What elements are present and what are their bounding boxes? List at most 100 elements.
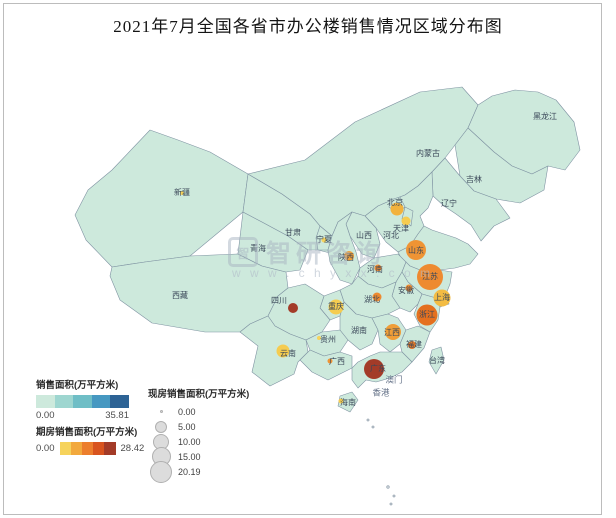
province-label-chongqing: 重庆 bbox=[328, 301, 344, 311]
province-label-jilin: 吉林 bbox=[466, 174, 482, 184]
province-label-jiangxi: 江西 bbox=[384, 328, 400, 337]
province-label-guangxi: 广西 bbox=[329, 356, 345, 366]
province-label-neimenggu: 内蒙古 bbox=[416, 148, 440, 158]
legend-sales-area-max: 35.81 bbox=[105, 410, 129, 421]
bubble-guangxi bbox=[327, 358, 333, 364]
bubble-guizhou bbox=[317, 336, 321, 340]
province-label-qinghai: 青海 bbox=[250, 243, 266, 253]
area-bar-seg-1 bbox=[54, 395, 74, 408]
province-shape-xinjiang bbox=[74, 129, 249, 268]
legend-existing-rows: 0.00 5.00 10.00 15.00 20.19 bbox=[148, 404, 249, 483]
province-label-jiangsu: 江苏 bbox=[422, 271, 438, 281]
legend-presale-title: 期房销售面积(万平方米) bbox=[36, 427, 138, 438]
province-label-shanxi: 山西 bbox=[356, 230, 372, 240]
bubble-henan bbox=[374, 264, 382, 272]
bubble-ningxia bbox=[321, 237, 327, 243]
bubble-hubei bbox=[372, 292, 382, 302]
legend-presale-max: 28.42 bbox=[120, 443, 145, 454]
bubble-guangdong bbox=[364, 359, 384, 379]
legend-existing-value: 20.19 bbox=[178, 466, 201, 477]
province-label-guangdong: 广东 bbox=[370, 363, 386, 373]
province-shape-hainan bbox=[337, 391, 359, 413]
province-label-xinjiang: 新疆 bbox=[174, 187, 190, 197]
province-label-sichuan: 四川 bbox=[271, 296, 287, 305]
legend-sales-area-min: 0.00 bbox=[36, 410, 55, 421]
bubble-layer bbox=[180, 191, 451, 404]
legend-sales-area: 销售面积(万平方米) 0.00 35.81 bbox=[36, 377, 129, 421]
legend-existing-value: 0.00 bbox=[178, 406, 196, 417]
legend-existing-title: 现房销售面积(万平方米) bbox=[148, 389, 250, 400]
province-shape-guangxi bbox=[299, 349, 353, 381]
legend-sales-area-gradient-bar bbox=[36, 395, 129, 408]
legend-existing-value: 5.00 bbox=[178, 421, 196, 432]
bubble-yunnan bbox=[276, 344, 290, 358]
province-shape-yunnan bbox=[239, 315, 309, 387]
bubble-fujian bbox=[408, 341, 416, 349]
province-label-xianggang: 香港 bbox=[372, 387, 390, 397]
province-shape-shanxi bbox=[345, 211, 381, 259]
province-label-hebei: 河北 bbox=[383, 230, 399, 240]
area-bar-seg-3 bbox=[91, 395, 111, 408]
province-label-zhejiang: 浙江 bbox=[419, 309, 435, 319]
province-label-beijing: 北京 bbox=[387, 197, 403, 207]
presale-bar-seg-4 bbox=[104, 442, 116, 455]
bubble-zhejiang bbox=[416, 304, 438, 326]
bubble-tianjin bbox=[401, 216, 411, 226]
legend-existing-value: 10.00 bbox=[178, 436, 201, 447]
legend-existing-row: 0.00 bbox=[148, 404, 249, 419]
legend-existing-value: 15.00 bbox=[178, 451, 201, 462]
province-label-henan: 河南 bbox=[367, 264, 383, 274]
province-label-gansu: 甘肃 bbox=[285, 227, 301, 237]
presale-bar-seg-3 bbox=[93, 442, 105, 455]
province-label-taiwan: 台湾 bbox=[429, 355, 445, 365]
bubble-anhui bbox=[405, 284, 413, 292]
legend-presale-gradient-bar bbox=[59, 442, 116, 455]
bubble-shaanxi bbox=[344, 251, 354, 261]
province-label-ningxia: 宁夏 bbox=[316, 234, 332, 244]
province-label-shanghai: 上海 bbox=[434, 292, 450, 302]
legend-existing-circle bbox=[150, 460, 172, 483]
legend-existing-circle bbox=[155, 420, 167, 433]
chart-title: 2021年7月全国各省市办公楼销售情况区域分布图 bbox=[113, 17, 503, 36]
legend-presale-area: 期房销售面积(万平方米) 0.00 28.42 bbox=[36, 424, 144, 455]
province-label-yunnan: 云南 bbox=[280, 348, 296, 358]
bubble-xinjiang bbox=[180, 191, 184, 195]
legend-existing-area: 现房销售面积(万平方米) 0.00 5.00 10.00 15.00 20.19 bbox=[148, 386, 250, 483]
province-label-xizang: 西藏 bbox=[172, 290, 188, 300]
area-bar-seg-2 bbox=[73, 395, 92, 408]
province-label-hunan: 湖南 bbox=[351, 325, 367, 335]
province-label-hubei: 湖北 bbox=[364, 295, 380, 304]
province-label-guizhou: 贵州 bbox=[320, 334, 336, 344]
legend-existing-row: 20.19 bbox=[148, 460, 249, 483]
legend-existing-circle bbox=[159, 410, 163, 413]
bubble-shanghai bbox=[433, 289, 451, 307]
legend-sales-area-range: 0.00 35.81 bbox=[36, 410, 129, 421]
bubble-jiangxi bbox=[385, 324, 401, 340]
bubble-sichuan bbox=[288, 303, 298, 313]
province-label-aomen: 澳门 bbox=[385, 374, 402, 384]
province-shape-shaanxi bbox=[327, 211, 361, 285]
bubble-chongqing bbox=[328, 299, 344, 315]
province-shape-taiwan bbox=[428, 346, 445, 375]
province-label-liaoning: 辽宁 bbox=[441, 198, 457, 208]
bubble-beijing bbox=[390, 202, 404, 216]
bubble-shandong bbox=[406, 240, 426, 260]
bubble-hainan bbox=[338, 398, 344, 404]
legend-existing-row: 5.00 bbox=[148, 419, 249, 434]
province-shapes-layer bbox=[74, 86, 581, 413]
south-china-sea-islands bbox=[366, 418, 396, 506]
presale-bar-seg-1 bbox=[70, 442, 82, 455]
province-shape-hunan bbox=[339, 301, 379, 351]
province-label-hainan: 海南 bbox=[340, 397, 356, 407]
presale-bar-seg-2 bbox=[81, 442, 94, 455]
legend-presale-row: 0.00 28.42 bbox=[36, 442, 144, 455]
province-label-anhui: 安徽 bbox=[398, 285, 414, 295]
area-bar-seg-4 bbox=[110, 395, 129, 408]
legend-presale-min: 0.00 bbox=[36, 443, 55, 454]
province-label-tianjin: 天津 bbox=[393, 223, 409, 233]
legend-sales-area-title: 销售面积(万平方米) bbox=[36, 380, 119, 391]
province-label-fujian: 福建 bbox=[406, 339, 422, 349]
